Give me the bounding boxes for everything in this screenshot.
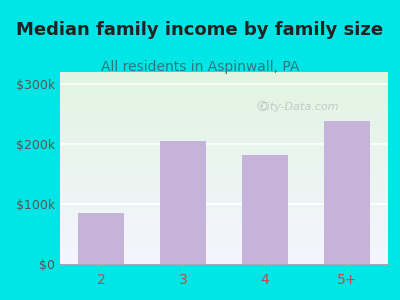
Text: City-Data.com: City-Data.com — [260, 102, 339, 112]
Bar — [78, 213, 124, 264]
Bar — [160, 141, 206, 264]
Bar — [324, 121, 370, 264]
Text: Median family income by family size: Median family income by family size — [16, 21, 384, 39]
Bar — [242, 155, 288, 264]
Text: ⊙: ⊙ — [255, 99, 268, 114]
Text: All residents in Aspinwall, PA: All residents in Aspinwall, PA — [101, 60, 299, 74]
